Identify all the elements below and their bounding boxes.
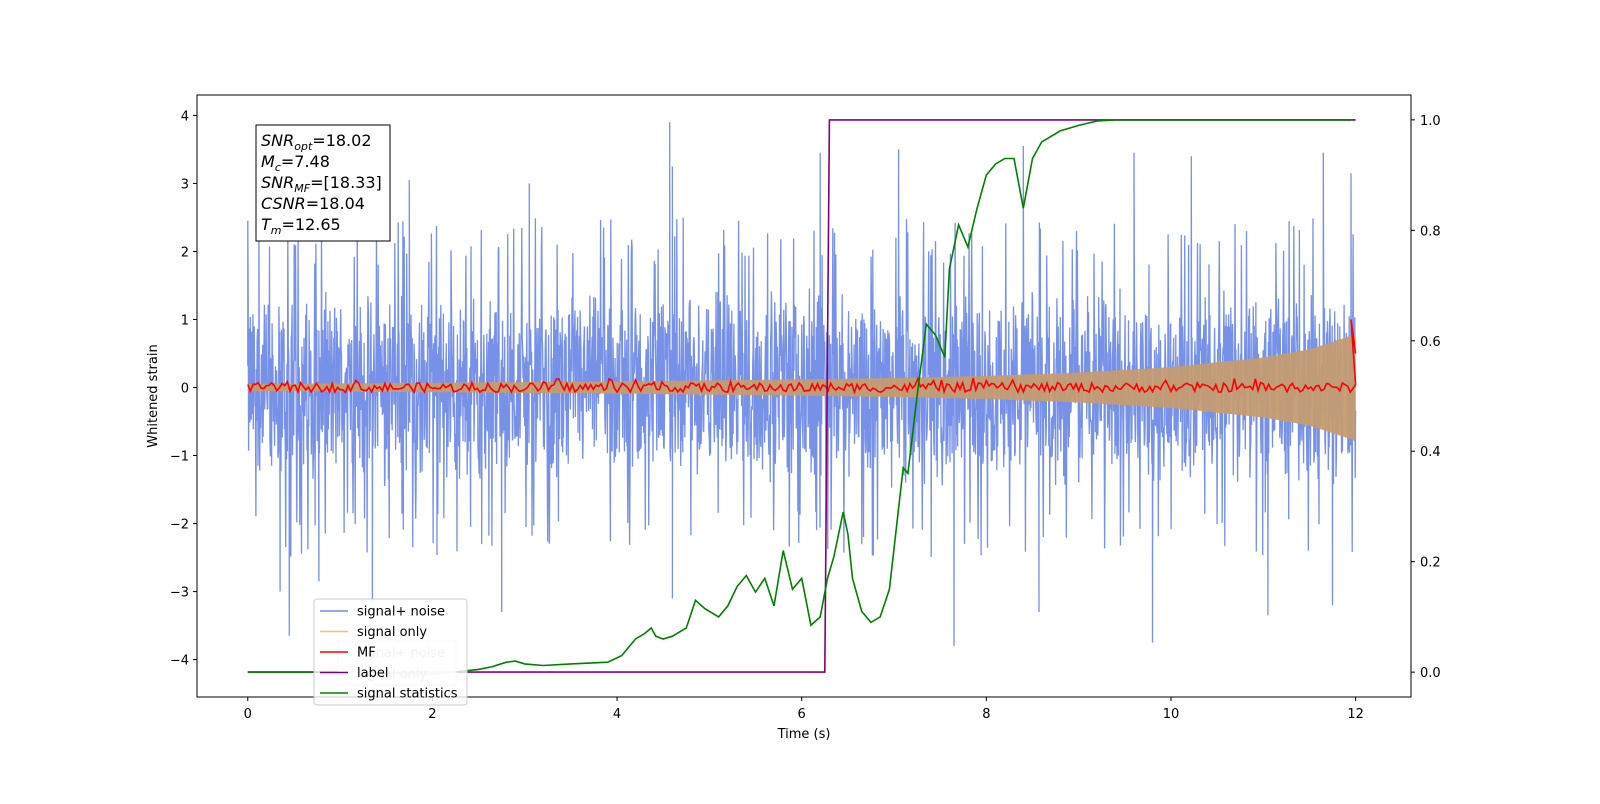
legend-label: signal only [357,625,427,640]
axes-layer: 0 2 4 6 8 10 12−4−3−2−1012340.00.20.40.60.81.0… [146,94,1441,742]
y-tick-label: 4 [181,109,189,124]
info-box: SNRopt=18.02Mc=7.48SNRMF=[18.33]CSNR=18.… [255,124,391,242]
y-tick-label: 2 [181,245,189,260]
y2-tick-label: 0.0 [1420,666,1441,681]
info-line: Tm=12.65 [261,215,341,237]
info-box-frame [255,124,391,242]
y2-tick-label: 1.0 [1420,114,1441,129]
info-subscript: c [275,161,281,174]
plot-frame [196,94,1412,698]
x-tick-label: 0 [244,707,252,722]
series-mf [247,319,1357,395]
y-tick-label: 0 [181,381,189,396]
info-line: SNRopt=18.02 [261,131,372,153]
y-axis-label: Whitened strain [146,344,161,447]
info-subscript: opt [294,140,313,153]
y-tick-label: −4 [170,654,189,669]
info-line: SNRMF=[18.33] [261,173,382,195]
series-layer [247,119,1357,676]
y2-tick-label: 0.6 [1420,335,1441,350]
series-label [247,119,1356,673]
series-signal-statistics [247,119,1351,676]
legend-label: signal+ noise [357,605,445,620]
info-value: =18.02 [312,131,371,150]
series-signal-noise [247,122,1357,647]
legend-label: signal statistics [357,687,458,702]
x-tick-label: 10 [1163,707,1180,722]
x-axis-label: Time (s) [777,727,831,742]
info-line: CSNR=18.04 [261,194,365,213]
info-symbol: CSNR [261,194,306,213]
info-symbol: T [261,215,272,234]
info-value: =12.65 [282,215,341,234]
y2-tick-label: 0.2 [1420,556,1441,571]
legend-label: label [357,666,388,681]
legend-label: MF [357,646,376,661]
y-tick-label: −3 [170,586,189,601]
info-symbol: SNR [261,173,294,192]
info-value: =7.48 [281,152,330,171]
info-symbol: SNR [261,131,294,150]
info-subscript: m [271,224,282,237]
y-tick-label: −1 [170,450,189,465]
info-value: =[18.33] [310,173,382,192]
x-tick-label: 8 [982,707,990,722]
info-subscript: MF [294,182,310,195]
x-tick-label: 6 [798,707,806,722]
y2-tick-label: 0.8 [1420,224,1441,239]
info-value: =18.04 [306,194,365,213]
y2-tick-label: 0.4 [1420,445,1441,460]
y-tick-label: −2 [170,518,189,533]
y-tick-label: 3 [181,177,189,192]
y-tick-label: 1 [181,313,189,328]
info-symbol: M [261,152,275,171]
legend-frame [313,598,468,706]
info-line: Mc=7.48 [261,152,330,174]
x-tick-label: 2 [428,707,436,722]
x-tick-label: 4 [613,707,621,722]
x-tick-label: 12 [1347,707,1364,722]
